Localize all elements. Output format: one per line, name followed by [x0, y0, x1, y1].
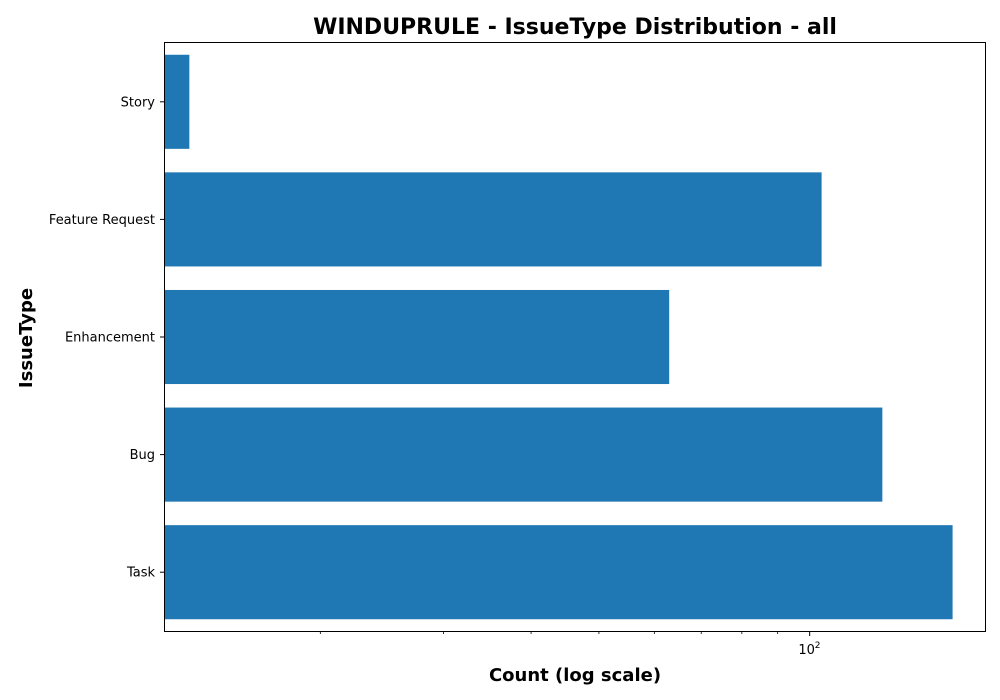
chart-title: WINDUPRULE - IssueType Distribution - al…: [313, 15, 837, 40]
bars-group: [165, 54, 953, 620]
bar-task: [165, 525, 953, 620]
x-axis-ticks: 10 2: [319, 631, 821, 658]
bar-enhancement: [165, 289, 670, 385]
bar-feature-request: [165, 172, 822, 267]
bar-story: [165, 54, 190, 149]
plot-frame: [164, 42, 986, 632]
y-tick-label-feature-request: Feature Request: [49, 213, 155, 228]
y-tick-label-task: Task: [126, 566, 156, 581]
y-tick-label-enhancement: Enhancement: [65, 331, 155, 346]
y-tick-label-story: Story: [121, 95, 156, 110]
bar-bug: [165, 407, 883, 502]
y-axis-ticks: Task Bug Enhancement Feature Request Story: [49, 95, 165, 581]
x-tick-label-exponent: 2: [815, 641, 821, 651]
x-tick-label: 10: [798, 643, 815, 658]
y-axis-label: IssueType: [16, 288, 37, 388]
y-tick-label-bug: Bug: [130, 448, 155, 463]
x-axis-label: Count (log scale): [489, 665, 661, 686]
